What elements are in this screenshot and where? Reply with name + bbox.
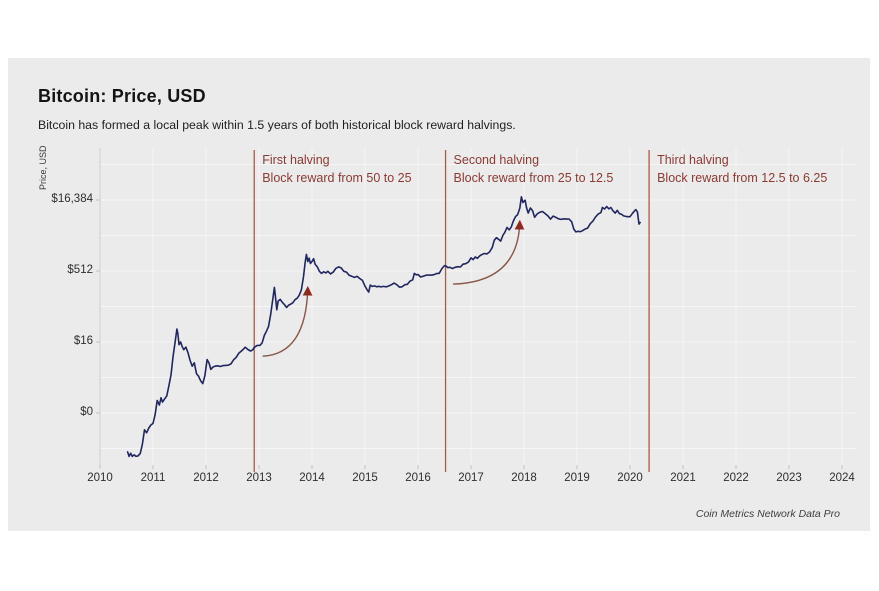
x-tick-label: 2016 — [405, 472, 431, 484]
y-tick-label: $16 — [73, 335, 93, 347]
x-tick-label: 2011 — [140, 472, 166, 484]
x-tick-label: 2021 — [670, 472, 696, 484]
trend-arrow — [452, 219, 525, 285]
halving-name: Third halving — [657, 153, 729, 167]
y-tick-label: $512 — [67, 264, 93, 276]
y-tick-label: $0 — [80, 406, 93, 418]
halving-detail: Block reward from 50 to 25 — [262, 170, 412, 185]
halving-detail: Block reward from 25 to 12.5 — [453, 170, 614, 185]
halving-name: First halving — [262, 153, 330, 167]
halving-name: Second halving — [453, 153, 540, 167]
chart-subtitle: Bitcoin has formed a local peak within 1… — [38, 118, 516, 132]
x-tick-label: 2024 — [829, 472, 855, 484]
chart-title: Bitcoin: Price, USD — [38, 86, 206, 106]
x-tick-label: 2012 — [193, 472, 219, 484]
x-tick-label: 2015 — [352, 472, 378, 484]
x-tick-label: 2022 — [723, 472, 749, 484]
price-line — [126, 196, 641, 458]
data-source-attribution: Coin Metrics Network Data Pro — [695, 508, 840, 520]
x-tick-label: 2017 — [458, 472, 484, 484]
x-tick-label: 2013 — [246, 472, 272, 484]
halving-annotation: Second halving Block reward from 25 to 1… — [454, 152, 614, 187]
halving-detail: Block reward from 12.5 to 6.25 — [657, 170, 828, 185]
x-tick-label: 2014 — [299, 472, 325, 484]
y-tick-label: $16,384 — [51, 193, 93, 205]
trend-arrow — [262, 285, 313, 357]
halving-annotation: First halving Block reward from 50 to 25 — [262, 152, 411, 187]
x-tick-label: 2019 — [564, 472, 590, 484]
chart-card: Bitcoin: Price, USD Bitcoin has formed a… — [8, 58, 870, 531]
halving-annotation: Third halving Block reward from 12.5 to … — [657, 152, 827, 187]
x-tick-label: 2018 — [511, 472, 537, 484]
price-chart-canvas — [96, 148, 857, 472]
x-tick-label: 2020 — [617, 472, 643, 484]
x-tick-label: 2010 — [87, 472, 113, 484]
x-tick-label: 2023 — [776, 472, 802, 484]
